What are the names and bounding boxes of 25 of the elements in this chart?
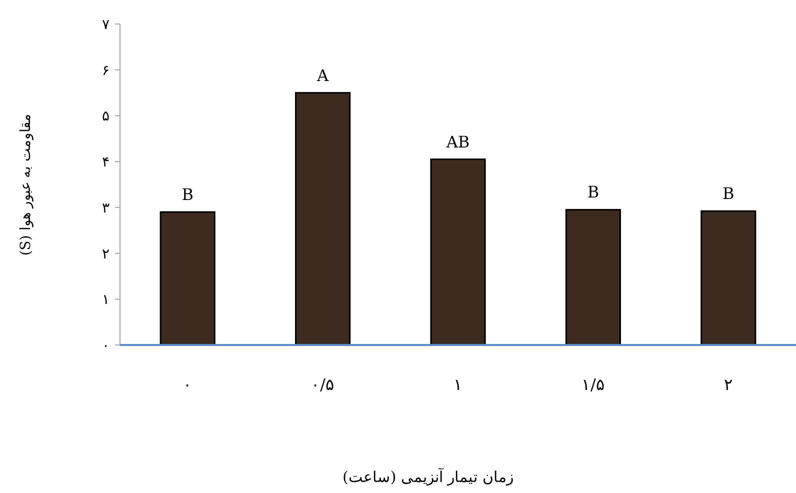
x-tick-label: ۲ xyxy=(724,375,733,394)
x-tick-label: ۰/۵ xyxy=(311,375,334,394)
bar xyxy=(295,92,351,346)
y-tick-label: ۵ xyxy=(102,108,110,125)
y-tick-label: ۶ xyxy=(102,62,110,79)
data-label: B xyxy=(182,185,194,204)
x-axis-title: زمان تیمار آنزیمی (ساعت) xyxy=(342,468,514,486)
bar xyxy=(565,208,621,346)
x-tick-label: ۱/۵ xyxy=(582,375,605,394)
bar xyxy=(430,158,486,346)
data-label: B xyxy=(722,184,734,204)
x-tick-label: ۱ xyxy=(454,375,462,394)
x-tick-label: ۰ xyxy=(183,375,192,394)
data-label: A xyxy=(316,66,330,85)
y-tick-label: ۷ xyxy=(102,17,110,33)
y-axis-title: مقاومت به عبور هوا (S) xyxy=(18,113,34,256)
bar xyxy=(700,210,756,346)
data-label: AB xyxy=(445,132,470,152)
y-tick-label: ۱ xyxy=(102,292,110,308)
y-tick-label: ۳ xyxy=(102,200,110,216)
y-tick-label: ۰ xyxy=(102,338,110,354)
data-label: B xyxy=(587,182,600,202)
y-tick-label: ۲ xyxy=(102,246,110,262)
bar xyxy=(160,211,216,346)
y-tick-label: ۴ xyxy=(102,154,110,171)
